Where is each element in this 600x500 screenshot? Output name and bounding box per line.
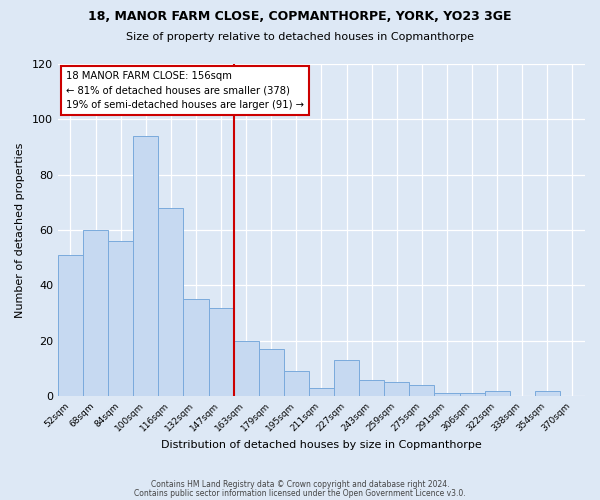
Bar [334, 360, 359, 396]
Text: 18 MANOR FARM CLOSE: 156sqm
← 81% of detached houses are smaller (378)
19% of se: 18 MANOR FARM CLOSE: 156sqm ← 81% of det… [66, 70, 304, 110]
Bar [284, 371, 309, 396]
Bar [83, 230, 108, 396]
Bar [158, 208, 184, 396]
Text: 18, MANOR FARM CLOSE, COPMANTHORPE, YORK, YO23 3GE: 18, MANOR FARM CLOSE, COPMANTHORPE, YORK… [88, 10, 512, 23]
Y-axis label: Number of detached properties: Number of detached properties [15, 142, 25, 318]
Bar [233, 341, 259, 396]
Bar [359, 380, 384, 396]
Bar [309, 388, 334, 396]
Bar [184, 299, 209, 396]
Bar [259, 349, 284, 396]
Bar [535, 390, 560, 396]
Text: Contains public sector information licensed under the Open Government Licence v3: Contains public sector information licen… [134, 488, 466, 498]
Bar [460, 394, 485, 396]
Bar [133, 136, 158, 396]
Bar [434, 394, 460, 396]
Text: Contains HM Land Registry data © Crown copyright and database right 2024.: Contains HM Land Registry data © Crown c… [151, 480, 449, 489]
Text: Size of property relative to detached houses in Copmanthorpe: Size of property relative to detached ho… [126, 32, 474, 42]
Bar [485, 390, 510, 396]
Bar [409, 385, 434, 396]
Bar [384, 382, 409, 396]
Bar [58, 255, 83, 396]
X-axis label: Distribution of detached houses by size in Copmanthorpe: Distribution of detached houses by size … [161, 440, 482, 450]
Bar [108, 241, 133, 396]
Bar [209, 308, 233, 396]
